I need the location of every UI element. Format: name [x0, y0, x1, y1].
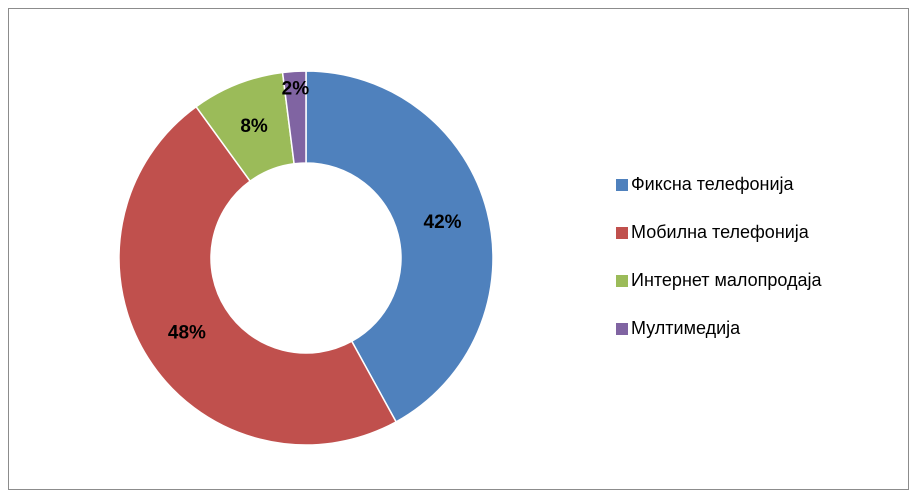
legend-swatch	[616, 179, 628, 191]
data-label: 2%	[282, 78, 310, 99]
legend-label: Фиксна телефонија	[631, 174, 795, 194]
legend-swatch	[616, 323, 628, 335]
legend-swatch	[616, 275, 628, 287]
legend-label: Мултимедија	[631, 318, 741, 338]
data-label: 8%	[240, 116, 268, 137]
legend-label: Интернет малопродаја	[631, 270, 823, 290]
donut-slice	[305, 70, 494, 423]
data-label: 42%	[424, 212, 462, 233]
legend-label: Мобилна телефонија	[631, 222, 810, 242]
legend-swatch	[616, 227, 628, 239]
donut-slice	[118, 105, 398, 446]
data-label: 48%	[168, 323, 206, 344]
donut-slice	[281, 70, 307, 165]
